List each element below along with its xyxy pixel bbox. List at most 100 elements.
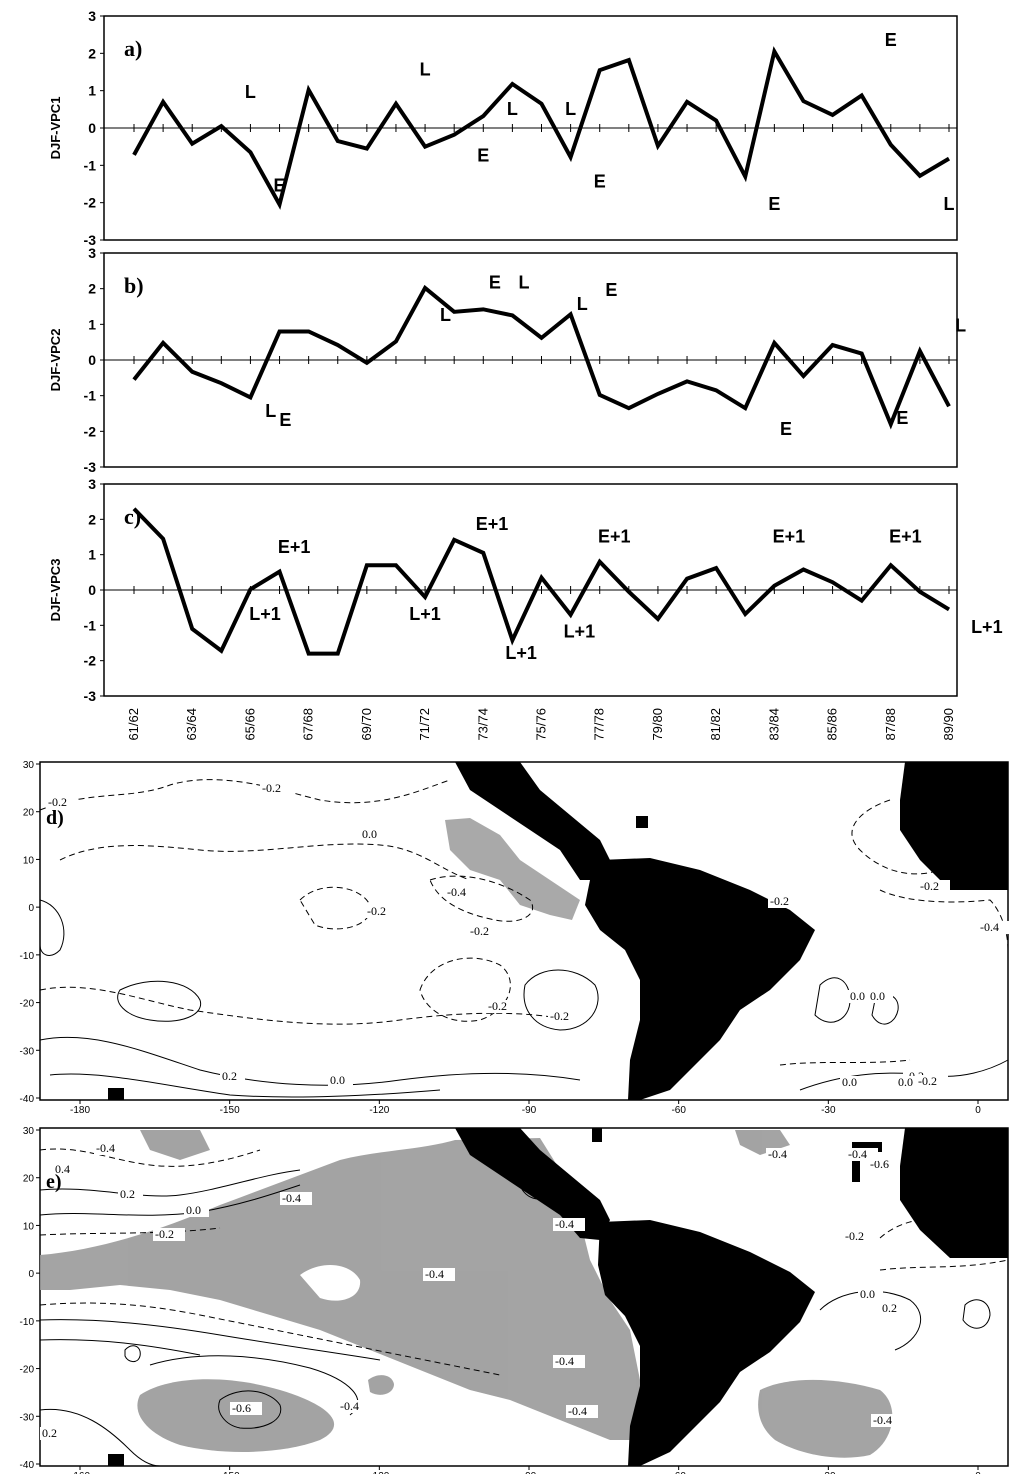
map-y-tick-label: -40 — [20, 1460, 35, 1471]
contour-label-bg — [553, 1355, 585, 1368]
x-tick-label: 65/66 — [242, 708, 257, 741]
contour-label-bg — [365, 905, 397, 918]
map-y-tick-label: 10 — [23, 855, 35, 866]
contour-label-bg — [858, 1288, 883, 1301]
contour-label-bg — [916, 1075, 948, 1088]
event-annotation: E — [274, 175, 286, 195]
contour-label: 0.2 — [42, 1426, 57, 1440]
timeseries-panel-1: 3 2 1 0 -1 -2 -3 DJF-VPC1 a) L E L E L L E E E L — [48, 8, 958, 248]
panel-label: a) — [124, 36, 142, 61]
map-d-panel-label: d) — [46, 807, 64, 829]
contour-label: 0.0 — [842, 1075, 857, 1089]
contour-label: -0.4 — [447, 885, 466, 899]
y-tick-label: 3 — [88, 245, 96, 261]
contour-label: -0.4 — [555, 1217, 574, 1231]
x-tick-label: 71/72 — [417, 708, 432, 741]
y-tick-label: 3 — [88, 476, 96, 492]
contour-label: 0.2 — [120, 1187, 135, 1201]
event-annotation: L — [507, 99, 518, 119]
event-annotation: L+1 — [249, 604, 281, 624]
map-e-contours — [39, 1148, 1009, 1467]
y-axis-label: DJF-VPC3 — [48, 559, 63, 622]
map-y-tick-label: -10 — [20, 951, 35, 962]
x-tick-label: 87/88 — [883, 708, 898, 741]
contour-label-bg — [766, 1148, 798, 1161]
contour-label: -0.4 — [340, 1399, 359, 1413]
map-x-tick-label: -180 — [70, 1105, 90, 1116]
contour-label-bg — [468, 925, 500, 938]
contour-label: -0.2 — [48, 795, 67, 809]
contour-label: -0.2 — [920, 879, 939, 893]
contour-label-bg — [53, 1163, 78, 1176]
event-annotation: E — [768, 194, 780, 214]
y-tick-label: -1 — [84, 157, 97, 173]
event-annotation: E+1 — [773, 526, 806, 546]
contour-label-bg — [280, 1192, 312, 1205]
map-y-tick-label: -20 — [20, 1365, 35, 1376]
y-tick-label: -1 — [84, 617, 97, 633]
map-d-axes: -180 -150 -120 -90 -60 -30 0 30 20 10 0 -10 -20 -30 -4… — [20, 760, 982, 1116]
contour-label-bg — [338, 1400, 370, 1413]
y-tick-label: 0 — [88, 120, 96, 136]
y-tick-label: 0 — [88, 352, 96, 368]
y-tick-label: 3 — [88, 8, 96, 24]
x-tick-label: 85/86 — [825, 708, 840, 741]
contour-label: -0.6 — [232, 1401, 251, 1415]
contour-label: -0.4 — [282, 1191, 301, 1205]
map-x-tick-label: 0 — [975, 1471, 981, 1474]
x-tick-label: 63/64 — [184, 708, 199, 741]
map-x-tick-label: -30 — [821, 1105, 836, 1116]
x-tick-label: 67/68 — [301, 708, 316, 741]
event-annotation: E — [896, 408, 908, 428]
contour-label: -0.2 — [367, 904, 386, 918]
contour-label-bg — [260, 782, 292, 795]
map-e-land — [108, 1128, 1008, 1466]
contour-label: 0.0 — [860, 1287, 875, 1301]
y-tick-label: 1 — [88, 547, 96, 563]
contour-label-bg — [423, 1268, 455, 1281]
contour-label: -0.4 — [568, 1404, 587, 1418]
map-x-tick-label: -90 — [522, 1105, 537, 1116]
contour-label: 0.0 — [362, 827, 377, 841]
map-x-tick-label: 0 — [975, 1105, 981, 1116]
y-axis-label: DJF-VPC2 — [48, 329, 63, 392]
contour-label: -0.2 — [918, 1074, 937, 1088]
event-annotation: E+1 — [476, 514, 509, 534]
contour-label-bg — [868, 1158, 900, 1171]
map-x-tick-label: -30 — [821, 1471, 836, 1474]
map-d-contours — [39, 779, 1009, 1098]
contour-label-bg — [220, 1070, 245, 1083]
event-annotation: L — [265, 401, 276, 421]
contour-label: 0.4 — [55, 1162, 70, 1176]
map-x-tick-label: -150 — [220, 1105, 240, 1116]
contour-label: 0.0 — [850, 989, 865, 1003]
event-annotation: L+1 — [564, 622, 596, 642]
event-annotation: L — [565, 99, 576, 119]
contour-label: -0.2 — [262, 781, 281, 795]
event-annotation: L+1 — [971, 617, 1003, 637]
y-tick-label: -2 — [84, 195, 97, 211]
contour-label: 0.0 — [898, 1075, 913, 1089]
contour-label-bg — [328, 1074, 353, 1087]
contour-label: -0.2 — [488, 999, 507, 1013]
contour-label-bg — [868, 990, 893, 1003]
series-line — [132, 284, 951, 430]
contour-label: -0.4 — [848, 1147, 867, 1161]
contour-label-bg — [184, 1204, 209, 1217]
contour-label-bg — [846, 1148, 878, 1161]
x-tick-label: 89/90 — [941, 708, 956, 741]
map-e-axes: -160 -150 -120 -90 -60 -30 0 30 20 10 0 -10 -20 -30 -4… — [20, 1126, 982, 1474]
contour-label: -0.4 — [768, 1147, 787, 1161]
map-x-tick-label: -150 — [220, 1471, 240, 1474]
map-x-tick-label: -60 — [671, 1471, 686, 1474]
x-tick-label: 77/78 — [592, 708, 607, 741]
map-x-tick-label: -160 — [70, 1471, 90, 1474]
map-d-contour-labels: -0.2 -0.2 0.0 -0.4 -0.2 -0.2 -0.2 -0.2 -0.2 0.0 0.… — [46, 781, 1010, 1089]
event-annotation: L+1 — [409, 604, 441, 624]
map-e-panel-label: e) — [46, 1171, 62, 1193]
event-annotation: L — [577, 294, 588, 314]
map-y-tick-label: -10 — [20, 1317, 35, 1328]
contour-label-bg — [880, 1302, 905, 1315]
